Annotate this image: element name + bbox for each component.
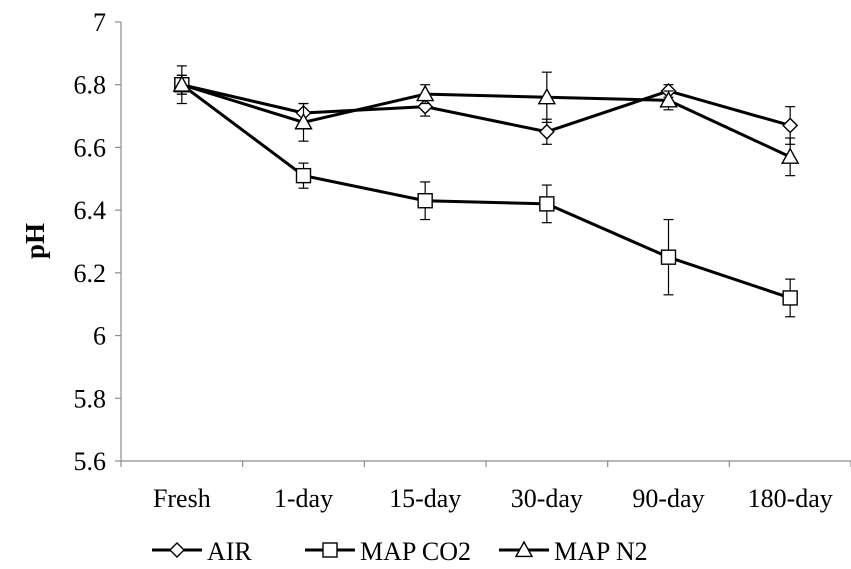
y-tick-label: 5.6	[74, 447, 107, 476]
series-line	[181, 83, 791, 134]
legend-marker	[514, 540, 534, 558]
series-map-co2	[174, 74, 798, 318]
legend-label: AIR	[207, 537, 252, 566]
data-point	[417, 193, 433, 209]
axes: 5.6 5.8 6 6.2 6.4 6.6 6.8 7 Fresh 1-day 15-day 30-d…	[74, 8, 851, 513]
y-tick-label: 6	[93, 322, 106, 351]
series-layer	[172, 65, 800, 318]
data-point	[537, 87, 557, 105]
y-tick-label: 6.6	[74, 133, 107, 162]
data-point	[415, 84, 435, 102]
data-point	[782, 290, 798, 306]
legend: AIR MAP CO2 MAP N2	[152, 537, 648, 566]
legend-marker	[169, 542, 185, 558]
series-air	[173, 74, 799, 145]
data-point	[782, 117, 799, 134]
data-point	[659, 90, 678, 108]
data-point	[539, 196, 555, 212]
y-tick-label: 7	[93, 8, 106, 37]
data-point	[172, 75, 192, 92]
y-tick-label: 6.2	[74, 259, 107, 288]
series-line	[181, 83, 791, 159]
data-point	[780, 147, 800, 164]
series-map-n2	[172, 65, 800, 177]
legend-marker	[322, 542, 338, 558]
legend-item: MAP N2	[499, 537, 648, 566]
x-tick-label: 90-day	[632, 484, 704, 513]
legend-item: MAP CO2	[305, 537, 471, 566]
legend-item: AIR	[152, 537, 252, 566]
data-point	[538, 123, 555, 140]
legend-label: MAP CO2	[360, 537, 471, 566]
x-tick-label: Fresh	[153, 484, 211, 513]
series-line	[180, 83, 791, 300]
y-tick-label: 6.4	[74, 196, 107, 225]
y-axis-title: pH	[20, 223, 50, 259]
x-tick-label: 15-day	[389, 484, 461, 513]
x-tick-label: 1-day	[274, 484, 333, 513]
y-tick-label: 6.8	[74, 71, 107, 100]
data-point	[660, 249, 677, 265]
x-tick-label: 180-day	[748, 484, 833, 513]
legend-label: MAP N2	[554, 537, 648, 566]
data-point	[295, 167, 312, 184]
x-tick-label: 30-day	[511, 484, 583, 513]
data-point	[294, 112, 313, 130]
y-tick-label: 5.8	[74, 384, 107, 413]
